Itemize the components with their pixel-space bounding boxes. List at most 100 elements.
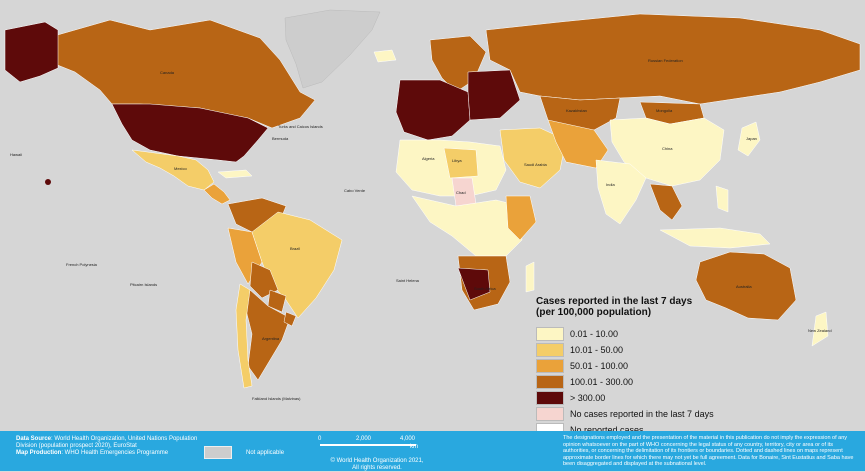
not-applicable-swatch bbox=[204, 446, 232, 459]
legend-title-line-1: Cases reported in the last 7 days bbox=[536, 296, 693, 307]
world-map: Canada Russian Federation China India Br… bbox=[4, 9, 861, 401]
label-kazakhstan: Kazakhstan bbox=[566, 108, 587, 113]
country-usa[interactable] bbox=[111, 103, 269, 163]
label-cabo-verde: Cabo Verde bbox=[344, 188, 366, 193]
country-central-america[interactable] bbox=[203, 183, 231, 205]
country-australia[interactable] bbox=[695, 251, 797, 321]
label-mongolia: Mongolia bbox=[656, 108, 673, 113]
country-east-africa[interactable] bbox=[505, 195, 537, 241]
country-japan[interactable] bbox=[737, 121, 761, 157]
label-argentina: Argentina bbox=[262, 336, 280, 341]
country-new-zealand[interactable] bbox=[811, 311, 829, 347]
legend-item: No cases reported in the last 7 days bbox=[536, 406, 796, 422]
country-namibia-botswana[interactable] bbox=[457, 267, 491, 301]
label-saudi-arabia: Saudi Arabia bbox=[524, 162, 547, 167]
world-map-svg: Canada Russian Federation China India Br… bbox=[4, 9, 861, 401]
map-production-text: : WHO Health Emergencies Programme bbox=[61, 450, 169, 456]
legend-item: 0.01 - 10.00 bbox=[536, 326, 796, 342]
country-canada[interactable] bbox=[39, 19, 316, 129]
country-iceland[interactable] bbox=[373, 49, 397, 63]
scale-tick-1: 2,000 bbox=[356, 436, 372, 442]
country-india[interactable] bbox=[595, 159, 647, 225]
label-falklands: Falkland Islands (Malvinas) bbox=[252, 396, 301, 401]
legend-item: 50.01 - 100.00 bbox=[536, 358, 796, 374]
legend-swatch bbox=[536, 343, 564, 357]
legend-label: > 300.00 bbox=[570, 393, 606, 403]
country-hawaii[interactable] bbox=[45, 179, 51, 185]
legend-label: 100.01 - 300.00 bbox=[570, 377, 634, 387]
legend-label: 50.01 - 100.00 bbox=[570, 361, 629, 371]
country-central-africa[interactable] bbox=[411, 195, 523, 257]
legend-swatch bbox=[536, 391, 564, 405]
country-greenland[interactable] bbox=[284, 9, 381, 89]
copyright-line-1: © World Health Organization 2021, bbox=[330, 458, 424, 464]
country-philippines[interactable] bbox=[715, 185, 729, 213]
label-bermuda: Bermuda bbox=[272, 136, 289, 141]
legend-list: 0.01 - 10.00 10.01 - 50.00 50.01 - 100.00 1… bbox=[536, 326, 796, 438]
country-argentina[interactable] bbox=[245, 289, 291, 381]
data-source-block: Data Source: World Health Organization, … bbox=[16, 436, 201, 457]
legend-label: No reported cases bbox=[570, 425, 644, 435]
country-china[interactable] bbox=[609, 117, 725, 187]
legend-swatch bbox=[536, 375, 564, 389]
map-production-label: Map Production bbox=[16, 450, 62, 456]
country-chile[interactable] bbox=[235, 283, 253, 389]
scale-tick-2: 4,000 bbox=[400, 436, 416, 442]
label-new-zealand: New Zealand bbox=[808, 328, 832, 333]
country-indonesia[interactable] bbox=[659, 227, 771, 249]
legend-item: 10.01 - 50.00 bbox=[536, 342, 796, 358]
country-libya[interactable] bbox=[443, 147, 479, 179]
country-middle-east[interactable] bbox=[499, 127, 567, 189]
legend-label: No cases reported in the last 7 days bbox=[570, 409, 714, 419]
legend-swatch bbox=[536, 359, 564, 373]
label-turks-caicos: Turks and Caicos Islands bbox=[278, 124, 323, 129]
legend-label: 10.01 - 50.00 bbox=[570, 345, 624, 355]
not-applicable-legend: Not applicable bbox=[204, 446, 284, 459]
label-australia: Australia bbox=[736, 284, 752, 289]
copyright-line-2: All rights reserved. bbox=[352, 465, 402, 471]
label-libya: Libya bbox=[452, 158, 462, 163]
scale-bar: 0 2,000 4,000 km bbox=[316, 436, 436, 450]
label-pitcairn: Pitcairn Islands bbox=[130, 282, 157, 287]
not-applicable-label: Not applicable bbox=[246, 449, 285, 456]
country-southeast-asia[interactable] bbox=[649, 183, 683, 221]
country-cuba[interactable] bbox=[217, 169, 253, 179]
scale-tick-0: 0 bbox=[318, 436, 322, 442]
legend-swatch bbox=[536, 407, 564, 421]
scale-line bbox=[320, 444, 416, 446]
label-japan: Japan bbox=[746, 136, 757, 141]
data-source-label: Data Source bbox=[16, 436, 52, 442]
disclaimer: The designations employed and the presen… bbox=[563, 435, 854, 468]
label-algeria: Algeria bbox=[422, 156, 435, 161]
country-uruguay[interactable] bbox=[283, 311, 297, 327]
country-russia[interactable] bbox=[485, 13, 861, 105]
country-iran-pakistan[interactable] bbox=[547, 119, 609, 169]
country-madagascar[interactable] bbox=[525, 261, 535, 293]
label-chad: Chad bbox=[456, 190, 466, 195]
legend-title: Cases reported in the last 7 days (per 1… bbox=[536, 296, 796, 318]
legend-label: 0.01 - 10.00 bbox=[570, 329, 619, 339]
map-legend: Cases reported in the last 7 days (per 1… bbox=[536, 296, 796, 438]
country-western-europe[interactable] bbox=[395, 79, 471, 141]
label-brazil: Brazil bbox=[290, 246, 300, 251]
legend-item: 100.01 - 300.00 bbox=[536, 374, 796, 390]
legend-item: > 300.00 bbox=[536, 390, 796, 406]
label-russia: Russian Federation bbox=[648, 58, 683, 63]
label-south-africa: South Africa bbox=[474, 286, 496, 291]
label-saint-helena: Saint Helena bbox=[396, 278, 420, 283]
data-source-text: : World Health Organization, United Nati… bbox=[16, 436, 198, 449]
footer-bar: Data Source: World Health Organization, … bbox=[0, 431, 865, 471]
copyright: © World Health Organization 2021, All ri… bbox=[322, 458, 432, 472]
country-paraguay[interactable] bbox=[267, 289, 287, 313]
label-hawaii: Hawaii bbox=[10, 152, 22, 157]
country-brazil[interactable] bbox=[251, 211, 343, 319]
legend-swatch bbox=[536, 327, 564, 341]
label-canada: Canada bbox=[160, 70, 175, 75]
label-french-polynesia: French Polynesia bbox=[66, 262, 98, 267]
label-mexico: Mexico bbox=[174, 166, 187, 171]
label-india: India bbox=[606, 182, 615, 187]
country-alaska[interactable] bbox=[4, 21, 59, 83]
scale-unit: km bbox=[410, 444, 418, 450]
label-china: China bbox=[662, 146, 673, 151]
